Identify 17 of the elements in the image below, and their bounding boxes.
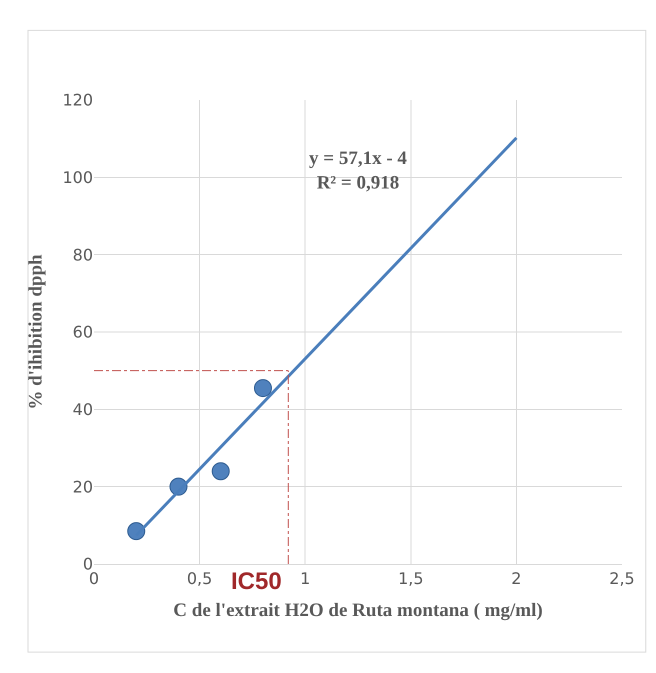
y-axis-title: % d'ihibition dpph <box>25 254 46 410</box>
y-tick-label: 100 <box>62 168 93 187</box>
x-axis-title: C de l'extrait H2O de Ruta montana ( mg/ml) <box>173 600 543 621</box>
ref-line-label: IC50 <box>231 568 282 595</box>
y-tick-label: 60 <box>72 322 93 342</box>
x-tick-label: 1 <box>300 569 310 588</box>
y-tick-label: 80 <box>72 245 93 264</box>
x-tick-label: 2,5 <box>609 569 635 588</box>
point <box>254 379 272 398</box>
y-tick-label: 120 <box>62 90 93 110</box>
x-tick-label: 2 <box>511 569 522 588</box>
y-tick-label: 40 <box>72 400 93 419</box>
y-tick-label: 20 <box>72 477 93 496</box>
x-tick-label: 1,5 <box>398 569 424 588</box>
annotation: y = 57,1x - 4 R² = 0,918 <box>309 148 408 194</box>
point <box>212 462 230 480</box>
x-tick-label: 0,5 <box>186 569 212 588</box>
